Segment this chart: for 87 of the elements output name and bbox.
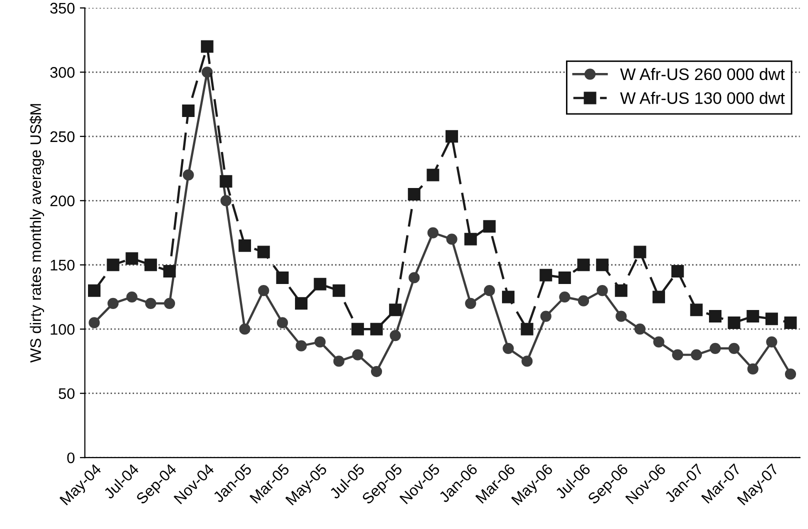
- point: [708, 310, 722, 323]
- point: [389, 304, 402, 316]
- point: [276, 271, 289, 284]
- point: [634, 246, 646, 258]
- point: [559, 291, 570, 303]
- point: [596, 258, 609, 272]
- point: [163, 265, 176, 278]
- point: [294, 297, 308, 310]
- point: [765, 312, 778, 326]
- point: [522, 356, 533, 367]
- point: [220, 195, 232, 206]
- point: [616, 310, 627, 322]
- point: [276, 317, 288, 328]
- point: [540, 268, 552, 282]
- y-tick-label: 350: [50, 2, 75, 14]
- point: [145, 298, 156, 309]
- point: [352, 349, 364, 360]
- y-tick-label: 200: [50, 196, 75, 206]
- point: [106, 258, 120, 272]
- point: [690, 304, 703, 316]
- point: [596, 285, 608, 296]
- point: [672, 349, 684, 360]
- point: [408, 272, 420, 284]
- point: [652, 290, 666, 304]
- point: [88, 284, 100, 297]
- point: [314, 336, 326, 348]
- point: [126, 252, 138, 265]
- point: [766, 336, 778, 348]
- point: [182, 104, 195, 117]
- point: [408, 188, 420, 200]
- point: [484, 285, 495, 296]
- point: [747, 363, 758, 374]
- point: [426, 168, 440, 182]
- point: [220, 175, 232, 188]
- point: [784, 316, 797, 329]
- y-tick-label: 300: [50, 67, 75, 78]
- point: [728, 342, 740, 354]
- point: [728, 316, 740, 329]
- point: [577, 258, 590, 272]
- point: [164, 298, 176, 309]
- point: [370, 366, 382, 378]
- point: [239, 324, 250, 335]
- point: [351, 322, 364, 336]
- point: [144, 258, 157, 272]
- point: [332, 284, 346, 297]
- point: [296, 340, 307, 352]
- point: [578, 295, 590, 306]
- point: [258, 285, 270, 296]
- point: [746, 310, 760, 323]
- point: [427, 227, 439, 238]
- point: [483, 220, 496, 233]
- point: [88, 317, 100, 328]
- point: [108, 298, 119, 309]
- point: [502, 342, 514, 354]
- point: [634, 324, 646, 335]
- point: [182, 169, 194, 181]
- point: [784, 368, 796, 380]
- y-tick-label: 150: [50, 260, 75, 271]
- point: [238, 239, 252, 252]
- legend-label: W Afr-US 130 000 dwt: [620, 92, 785, 104]
- point: [671, 265, 684, 278]
- point: [257, 246, 270, 258]
- y-tick-label: 250: [50, 131, 75, 142]
- point: [202, 66, 213, 78]
- legend-label: W Afr-US 260 000 dwt: [620, 68, 785, 80]
- point: [502, 290, 514, 304]
- point: [465, 298, 476, 309]
- point: [200, 40, 214, 53]
- point: [126, 291, 138, 303]
- point: [333, 356, 344, 367]
- point: [540, 310, 552, 322]
- point: [558, 271, 571, 284]
- point: [653, 336, 664, 348]
- point: [446, 234, 458, 245]
- point: [614, 284, 628, 297]
- y-tick-label: 100: [50, 324, 75, 335]
- point: [446, 130, 458, 143]
- y-axis-title: WS dirty rates monthly average US$M: [30, 104, 44, 363]
- point: [690, 349, 702, 360]
- y-tick-label: 0: [67, 452, 75, 464]
- point: [390, 330, 401, 342]
- point: [370, 322, 383, 336]
- point: [710, 342, 721, 354]
- point: [464, 232, 477, 246]
- point: [314, 278, 326, 290]
- point: [520, 322, 534, 336]
- y-tick-label: 50: [58, 388, 75, 400]
